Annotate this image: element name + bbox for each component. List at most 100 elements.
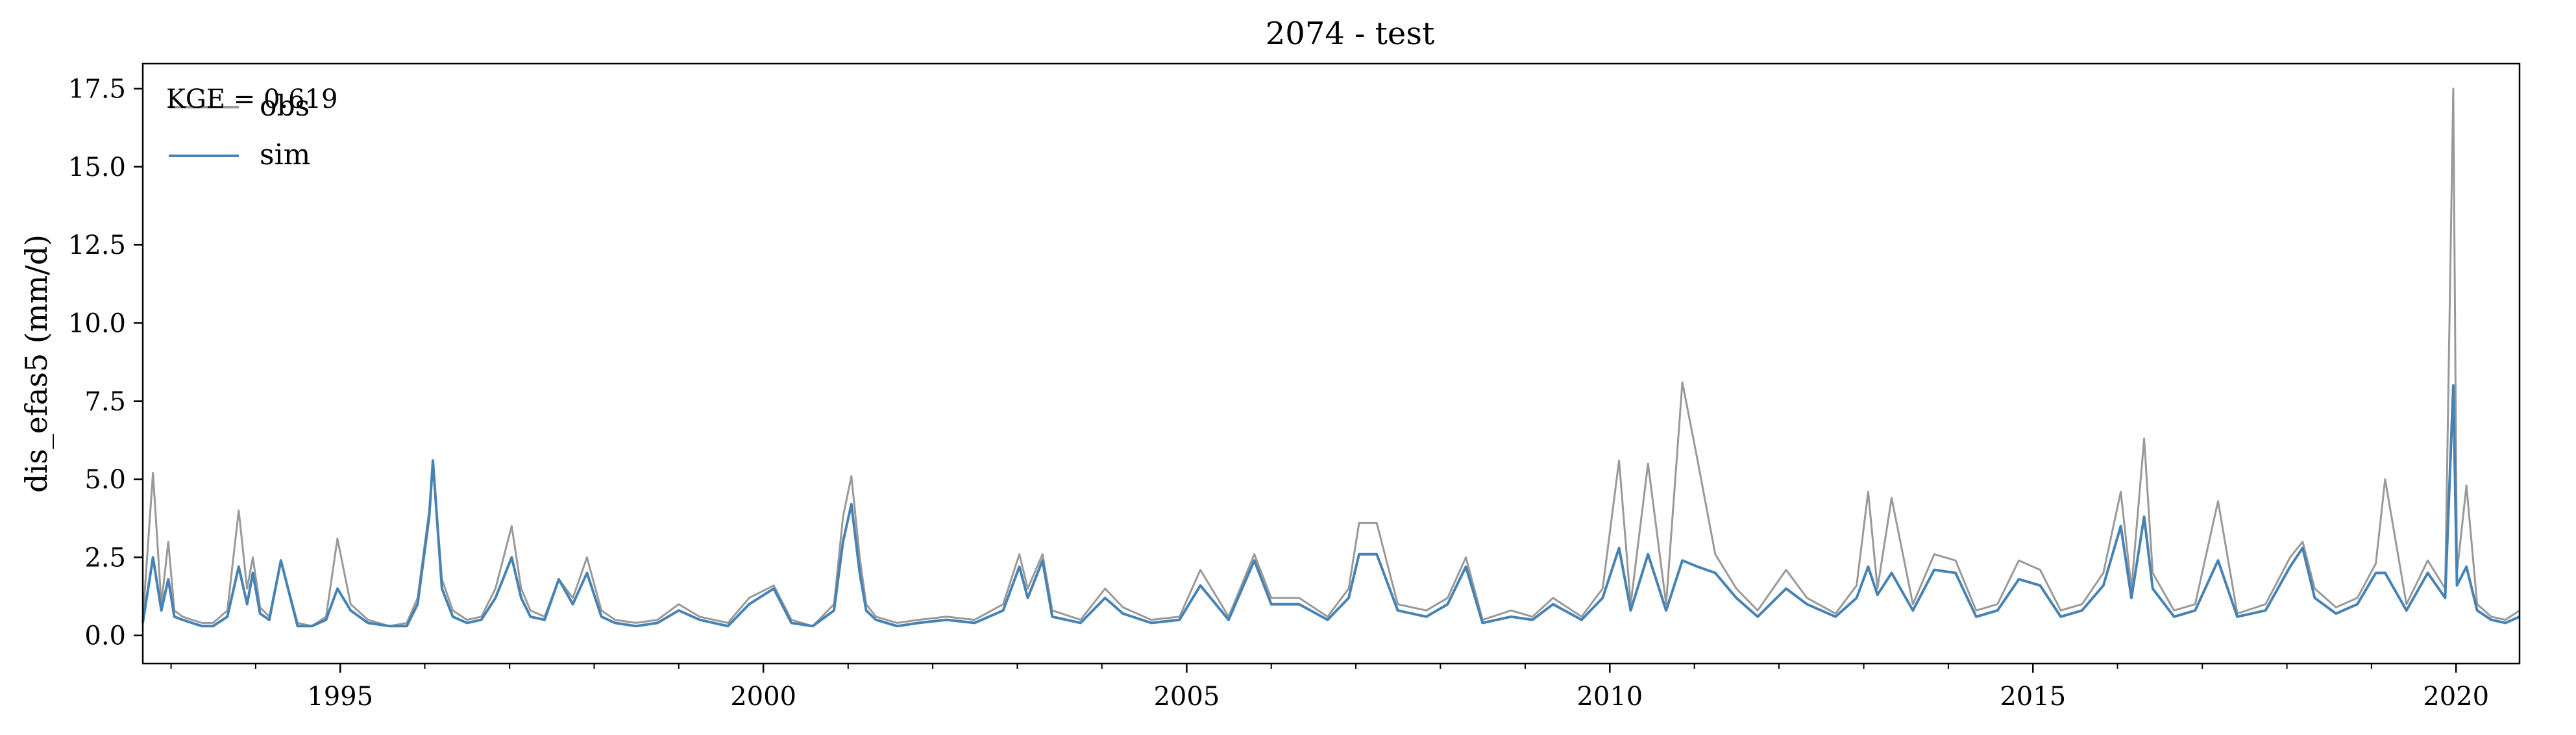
obs-point (1618, 459, 1621, 462)
sim-point (212, 625, 214, 627)
obs-point (974, 619, 976, 621)
obs-point (1891, 497, 1893, 499)
sim-point (2081, 609, 2083, 612)
sim-point (572, 603, 574, 606)
sim-point (1178, 619, 1181, 621)
obs-point (1735, 588, 1737, 590)
obs-point (614, 619, 617, 621)
x-tick-label: 2005 (1153, 682, 1220, 712)
obs-line (141, 88, 2520, 627)
x-tick-label: 2010 (1576, 682, 1643, 712)
sim-point (2217, 559, 2220, 562)
obs-point (1601, 588, 1604, 590)
sim-point (1834, 616, 1837, 618)
obs-point (1867, 490, 1869, 493)
sim-point (1327, 619, 1329, 621)
obs-point (2405, 603, 2408, 606)
sim-point (1425, 616, 1428, 618)
obs-point (1253, 553, 1256, 556)
sim-point (2465, 566, 2468, 568)
obs-point (1358, 521, 1360, 524)
obs-point (167, 540, 169, 543)
obs-point (1954, 559, 1957, 562)
sim-point (1975, 616, 1978, 618)
obs-point (850, 475, 853, 477)
sim-point (1996, 609, 1999, 612)
sim-point (2059, 616, 2062, 618)
obs-point (2490, 616, 2492, 618)
sim-line (141, 384, 2520, 628)
sim-point (698, 619, 701, 621)
sim-point (2264, 609, 2267, 612)
y-tick-label: 0.0 (84, 621, 126, 651)
sim-point (441, 588, 443, 590)
sim-point (1122, 612, 1124, 615)
sim-point (1601, 597, 1604, 599)
sim-point (1199, 584, 1202, 587)
obs-point (2335, 606, 2337, 608)
obs-point (2018, 559, 2020, 562)
sim-point (1446, 603, 1449, 606)
obs-point (336, 538, 339, 540)
obs-point (246, 588, 249, 590)
sim-point (2152, 588, 2154, 590)
obs-point (529, 609, 532, 612)
legend-sim-label: sim (260, 138, 310, 171)
sim-point (280, 559, 282, 562)
obs-point (1446, 597, 1449, 599)
obs-point (2384, 478, 2386, 480)
sim-point (865, 609, 868, 612)
sim-point (2018, 578, 2020, 580)
obs-point (349, 603, 352, 606)
obs-point (1806, 597, 1808, 599)
obs-point (1018, 553, 1021, 556)
obs-point (1933, 553, 1935, 556)
sim-point (1630, 609, 1632, 612)
obs-point (2081, 603, 2083, 606)
sim-point (1375, 553, 1378, 556)
sim-point (2039, 584, 2041, 587)
sim-point (833, 609, 835, 612)
sim-point (790, 621, 792, 624)
sim-point (1104, 597, 1107, 599)
x-tick-label: 2015 (2000, 682, 2066, 712)
obs-point (1465, 556, 1467, 558)
obs-point (181, 616, 184, 618)
sim-point (614, 621, 617, 624)
sim-point (850, 503, 853, 506)
obs-point (238, 509, 240, 512)
sim-point (1397, 609, 1399, 612)
x-tick-label: 2020 (2423, 682, 2489, 712)
sim-point (1358, 553, 1360, 556)
sim-point (152, 556, 154, 558)
obs-series (141, 88, 2520, 627)
sim-point (2452, 384, 2455, 387)
sim-point (226, 616, 228, 618)
sim-point (1150, 621, 1153, 624)
obs-point (1697, 459, 1699, 462)
sim-point (2427, 571, 2429, 574)
sim-point (2444, 597, 2446, 599)
sim-point (246, 603, 249, 606)
obs-point (2356, 597, 2359, 599)
sim-point (1856, 597, 1858, 599)
sim-point (1665, 609, 1667, 612)
sim-point (2120, 525, 2122, 527)
sim-point (1510, 616, 1512, 618)
sim-point (201, 625, 203, 627)
chart-title: 2074 - test (1266, 16, 1435, 52)
sim-point (1735, 597, 1737, 599)
y-axis: 0.0 2.5 5.0 7.5 10.0 12.5 15.0 17.5 (68, 75, 143, 651)
sim-point (727, 625, 730, 627)
sim-point (1041, 559, 1044, 562)
plot-area (141, 88, 2520, 628)
obs-point (2120, 490, 2122, 493)
sim-point (772, 588, 775, 590)
sim-point (1298, 603, 1301, 606)
obs-point (635, 621, 637, 624)
x-tick-label: 2000 (730, 682, 796, 712)
sim-point (259, 612, 262, 615)
obs-point (1298, 597, 1301, 599)
y-tick-label: 10.0 (68, 308, 126, 338)
